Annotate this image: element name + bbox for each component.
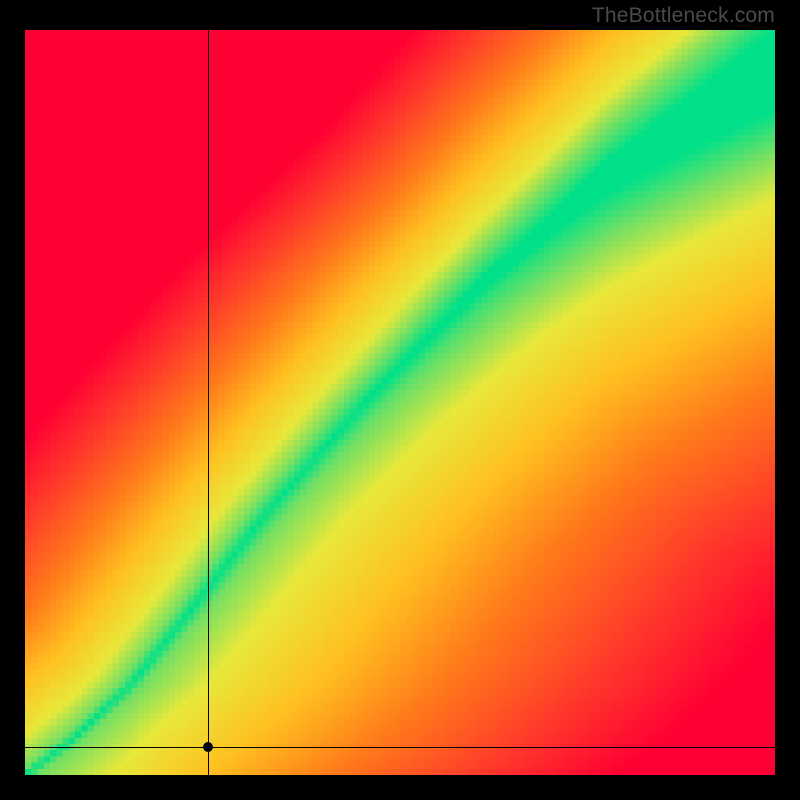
crosshair-horizontal-line [25, 747, 775, 748]
crosshair-marker-dot [203, 742, 213, 752]
heatmap-plot-area [25, 30, 775, 775]
bottleneck-heatmap [25, 30, 775, 775]
crosshair-vertical-line [208, 30, 209, 775]
watermark-text: TheBottleneck.com [592, 4, 775, 28]
